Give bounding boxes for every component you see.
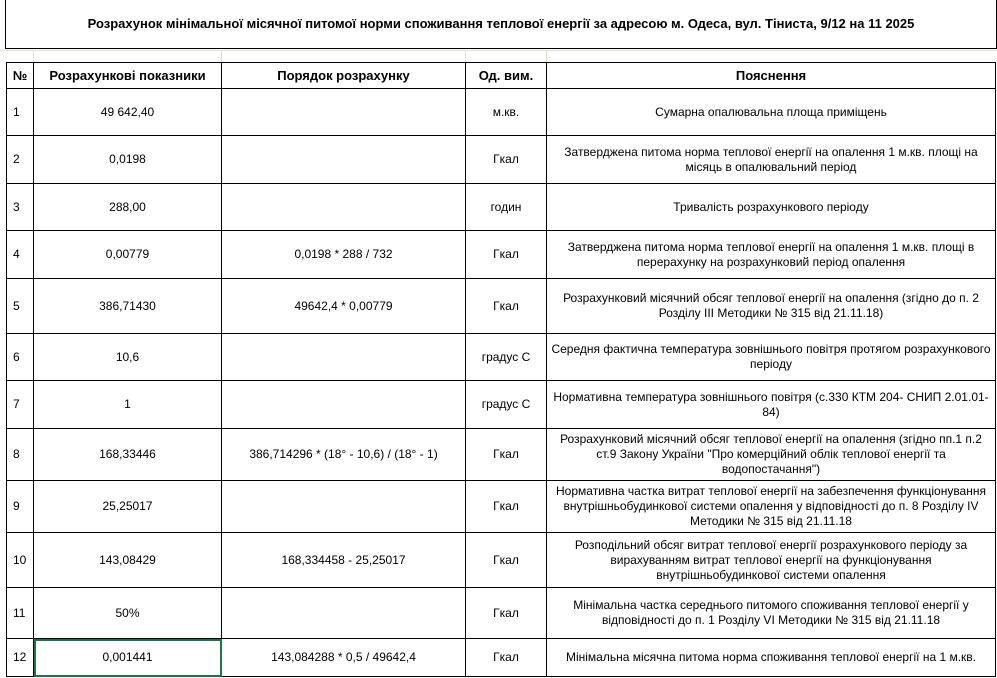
cell-value[interactable]: 10,6 bbox=[33, 333, 222, 381]
cell-unit[interactable]: Гкал bbox=[465, 428, 547, 481]
cell-unit[interactable]: годин bbox=[465, 183, 547, 231]
table-row: 6 10,6 градус С Середня фактична температур… bbox=[6, 333, 996, 381]
cell-formula[interactable] bbox=[221, 380, 466, 429]
cell-n[interactable]: 11 bbox=[6, 587, 34, 639]
cell-formula[interactable]: 168,334458 - 25,25017 bbox=[221, 532, 466, 588]
cell-n[interactable]: 7 bbox=[6, 380, 34, 429]
cell-n[interactable]: 2 bbox=[6, 135, 34, 184]
calculation-table: № Розрахункові показники Порядок розраху… bbox=[6, 62, 996, 677]
cell-note[interactable]: Середня фактична температура зовнішнього… bbox=[546, 333, 996, 381]
cell-formula[interactable] bbox=[221, 88, 466, 136]
table-row: 9 25,25017 Гкал Нормативна частка витрат те… bbox=[6, 480, 996, 533]
cell-formula[interactable] bbox=[221, 587, 466, 639]
cell-unit[interactable]: Гкал bbox=[465, 278, 547, 334]
cell-n[interactable]: 3 bbox=[6, 183, 34, 231]
sheet-title: Розрахунок мінімальної місячної питомої … bbox=[5, 0, 997, 49]
cell-n[interactable]: 12 bbox=[6, 638, 34, 677]
table-row: 1 49 642,40 м.кв. Сумарна опалювальна площа… bbox=[6, 88, 996, 136]
header-formula[interactable]: Порядок розрахунку bbox=[221, 62, 466, 89]
cell-formula[interactable] bbox=[221, 333, 466, 381]
table-row: 3 288,00 годин Тривалість розрахункового пе… bbox=[6, 183, 996, 231]
cell-value[interactable]: 288,00 bbox=[33, 183, 222, 231]
cell-formula[interactable]: 386,714296 * (18° - 10,6) / (18° - 1) bbox=[221, 428, 466, 481]
cell-n[interactable]: 8 bbox=[6, 428, 34, 481]
table-row: 8 168,33446 386,714296 * (18° - 10,6) / (1… bbox=[6, 428, 996, 481]
cell-formula[interactable] bbox=[221, 183, 466, 231]
cell-note[interactable]: Затверджена питома норма теплової енергі… bbox=[546, 230, 996, 279]
cell-unit[interactable]: Гкал bbox=[465, 135, 547, 184]
cell-value[interactable]: 0,001441 bbox=[33, 638, 222, 677]
cell-n[interactable]: 4 bbox=[6, 230, 34, 279]
cell-formula[interactable] bbox=[221, 135, 466, 184]
cell-value[interactable]: 25,25017 bbox=[33, 480, 222, 533]
table-row: 12 0,001441 143,084288 * 0,5 / 49642,4 Гкал… bbox=[6, 638, 996, 677]
table-row: 10 143,08429 168,334458 - 25,25017 Гкал Розп… bbox=[6, 532, 996, 588]
cell-value[interactable]: 49 642,40 bbox=[33, 88, 222, 136]
table-row: 2 0,0198 Гкал Затверджена питома норма тепл… bbox=[6, 135, 996, 184]
header-value[interactable]: Розрахункові показники bbox=[33, 62, 222, 89]
cell-note[interactable]: Розподільний обсяг витрат теплової енерг… bbox=[546, 532, 996, 588]
table-row: 7 1 градус С Нормативна температура зовнішн… bbox=[6, 380, 996, 429]
cell-n[interactable]: 9 bbox=[6, 480, 34, 533]
empty-row bbox=[0, 50, 997, 63]
cell-note[interactable]: Розрахунковий місячний обсяг теплової ен… bbox=[546, 278, 996, 334]
cell-note[interactable]: Мінімальна місячна питома норма споживан… bbox=[546, 638, 996, 677]
cell-unit[interactable]: Гкал bbox=[465, 587, 547, 639]
table-row: 5 386,71430 49642,4 * 0,00779 Гкал Розрахунк… bbox=[6, 278, 996, 334]
cell-unit[interactable]: м.кв. bbox=[465, 88, 547, 136]
header-note[interactable]: Пояснення bbox=[546, 62, 996, 89]
cell-note[interactable]: Сумарна опалювальна площа приміщень bbox=[546, 88, 996, 136]
cell-formula[interactable]: 143,084288 * 0,5 / 49642,4 bbox=[221, 638, 466, 677]
cell-formula[interactable]: 49642,4 * 0,00779 bbox=[221, 278, 466, 334]
cell-value[interactable]: 143,08429 bbox=[33, 532, 222, 588]
cell-note[interactable]: Нормативна частка витрат теплової енергі… bbox=[546, 480, 996, 533]
cell-unit[interactable]: Гкал bbox=[465, 638, 547, 677]
cell-n[interactable]: 5 bbox=[6, 278, 34, 334]
cell-value[interactable]: 386,71430 bbox=[33, 278, 222, 334]
cell-note[interactable]: Затверджена питома норма теплової енергі… bbox=[546, 135, 996, 184]
table-row: 4 0,00779 0,0198 * 288 / 732 Гкал Затверджен… bbox=[6, 230, 996, 279]
cell-unit[interactable]: градус С bbox=[465, 333, 547, 381]
table-row: 11 50% Гкал Мінімальна частка середнього пи… bbox=[6, 587, 996, 639]
cell-value[interactable]: 50% bbox=[33, 587, 222, 639]
cell-value[interactable]: 0,0198 bbox=[33, 135, 222, 184]
cell-note[interactable]: Нормативна температура зовнішнього повіт… bbox=[546, 380, 996, 429]
cell-n[interactable]: 6 bbox=[6, 333, 34, 381]
cell-n[interactable]: 10 bbox=[6, 532, 34, 588]
cell-n[interactable]: 1 bbox=[6, 88, 34, 136]
header-number[interactable]: № bbox=[6, 62, 34, 89]
header-row: № Розрахункові показники Порядок розраху… bbox=[6, 62, 996, 89]
cell-formula[interactable] bbox=[221, 480, 466, 533]
header-unit[interactable]: Од. вим. bbox=[465, 62, 547, 89]
cell-note[interactable]: Тривалість розрахункового періоду bbox=[546, 183, 996, 231]
cell-unit[interactable]: градус С bbox=[465, 380, 547, 429]
cell-formula[interactable]: 0,0198 * 288 / 732 bbox=[221, 230, 466, 279]
cell-unit[interactable]: Гкал bbox=[465, 532, 547, 588]
cell-note[interactable]: Мінімальна частка середнього питомого сп… bbox=[546, 587, 996, 639]
cell-note[interactable]: Розрахунковий місячний обсяг теплової ен… bbox=[546, 428, 996, 481]
cell-unit[interactable]: Гкал bbox=[465, 230, 547, 279]
cell-unit[interactable]: Гкал bbox=[465, 480, 547, 533]
cell-value[interactable]: 168,33446 bbox=[33, 428, 222, 481]
cell-value[interactable]: 0,00779 bbox=[33, 230, 222, 279]
cell-value[interactable]: 1 bbox=[33, 380, 222, 429]
